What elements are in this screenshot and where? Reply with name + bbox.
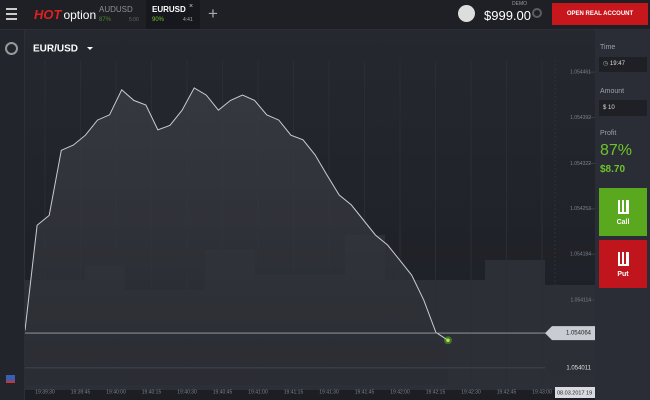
x-tick-label: 19:43:00: [532, 389, 552, 395]
y-tick-label: 1.054461: [570, 69, 591, 75]
asset-title[interactable]: EUR/USD: [33, 44, 78, 55]
add-asset[interactable]: +: [208, 4, 218, 23]
x-tick-label: 19:39:45: [71, 389, 91, 395]
price-chart: EUR/USD 19:39:30 19:39:45 19:40:00 19:40:15…: [25, 30, 595, 400]
date-label: 08.03.2017 19: [557, 390, 592, 396]
asset-tab[interactable]: AUDUSD 87% 5:00: [96, 0, 140, 29]
profit-percent: 87%: [600, 142, 633, 159]
call-button[interactable]: Call: [599, 188, 647, 236]
balance-mode: DEMO: [512, 1, 527, 7]
y-tick-label: 1.054114: [571, 298, 592, 304]
call-label: Call: [616, 219, 630, 226]
asset-name: EURUSD: [152, 5, 186, 14]
current-price-tag: [545, 326, 595, 341]
time-label: Time: [600, 44, 616, 51]
x-tick-label: 19:42:30: [461, 389, 481, 395]
y-tick-label: 1.054392: [570, 115, 591, 121]
amount-input[interactable]: $ 10: [599, 100, 647, 116]
price-area: [25, 87, 448, 386]
amount-label: Amount: [600, 88, 625, 95]
left-bar: [0, 30, 25, 400]
profit-label: Profit: [600, 130, 617, 137]
price-line: [25, 87, 449, 341]
x-tick-label: 19:41:30: [319, 389, 339, 395]
y-tick-label: 1.054322: [570, 161, 591, 167]
asset-tab-active[interactable]: EURUSD × 90% 4:41: [146, 0, 200, 29]
balance: $999.00: [484, 8, 531, 23]
currency: $: [603, 105, 607, 111]
current-point: [446, 338, 450, 343]
open-account-button[interactable]: OPEN REAL ACCOUNT: [552, 3, 648, 25]
logo-option: option: [63, 8, 97, 22]
put-button[interactable]: Put: [599, 240, 647, 288]
asset-name: AUDUSD: [99, 5, 133, 14]
x-tick-label: 19:42:45: [497, 389, 517, 395]
put-label: Put: [617, 271, 629, 278]
x-tick-label: 19:40:45: [213, 389, 233, 395]
lower-price-tag: [545, 360, 595, 375]
time-input[interactable]: ◷ 19:47: [599, 57, 647, 72]
top-bar: HOT option AUDUSD 87% 5:00 EURUSD × 90% 4…: [0, 0, 650, 30]
x-tick-label: 19:41:00: [248, 389, 268, 395]
date-label-bg: [555, 387, 595, 398]
asset-payout: 87%: [99, 17, 112, 23]
close-tab[interactable]: ×: [189, 3, 194, 10]
x-tick-label: 19:40:15: [142, 389, 162, 395]
call-icon: [618, 200, 629, 214]
x-tick-label: 19:42:00: [390, 389, 410, 395]
dropdown-arrow[interactable]: [87, 47, 93, 50]
right-panel: Time ◷ 19:47 Amount $ 10 Profit 87% $8.7…: [595, 30, 650, 400]
menu-icon[interactable]: [6, 8, 17, 20]
asset-time: 5:00: [129, 17, 139, 23]
lower-price-label: 1.054011: [566, 365, 591, 371]
refresh-icon[interactable]: [532, 8, 542, 18]
logo[interactable]: HOT option: [34, 7, 96, 22]
put-icon: [618, 252, 629, 266]
time-value: 19:47: [609, 61, 625, 67]
x-tick-label: 19:41:45: [355, 389, 375, 395]
asset-payout: 90%: [152, 17, 165, 23]
profit-value: $8.70: [600, 164, 626, 175]
y-tick-label: 1.054253: [570, 206, 591, 212]
history-icon[interactable]: [5, 42, 18, 55]
logo-hot: HOT: [34, 7, 62, 22]
flag-icon[interactable]: [6, 375, 15, 383]
x-tick-label: 19:40:00: [106, 389, 126, 395]
x-tick-label: 19:39:30: [35, 389, 55, 395]
x-tick-label: 19:41:15: [284, 389, 304, 395]
x-tick-label: 19:40:30: [177, 389, 197, 395]
asset-time: 4:41: [183, 17, 193, 23]
y-tick-label: 1.054184: [570, 252, 591, 258]
x-tick-label: 19:42:15: [426, 389, 446, 395]
current-price-label: 1.054064: [566, 331, 592, 337]
avatar[interactable]: [458, 5, 475, 22]
amount-value: 10: [608, 105, 615, 111]
